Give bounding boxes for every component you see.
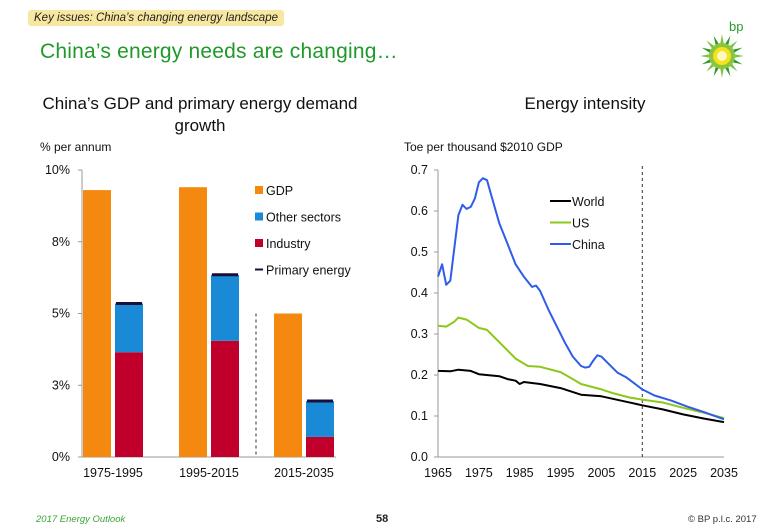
legend-label: Industry	[266, 237, 311, 251]
logo-ray	[732, 54, 744, 58]
line-us	[437, 316, 725, 420]
y-tick-label: 0.6	[411, 204, 428, 218]
y-tick-label: 0.7	[411, 163, 428, 177]
line-world	[437, 368, 725, 424]
x-tick-label: 1975-1995	[83, 466, 143, 480]
bar-chart: 0% 3% 5% 8% 10% 1975-1995 1995-2015 2015-2035 GD…	[45, 163, 352, 480]
legend-label: Primary energy	[266, 264, 351, 278]
y-tick-label: 0%	[52, 450, 70, 464]
legend-label: US	[572, 217, 589, 231]
page-title: China’s energy needs are changing…	[40, 40, 398, 63]
x-tick-label: 2005	[588, 466, 616, 480]
copyright: © BP p.l.c. 2017	[688, 514, 757, 525]
y-tick-label: 0.2	[411, 368, 428, 382]
bar-gdp	[274, 313, 302, 457]
bar-other-sectors	[211, 274, 239, 341]
line-chart: 0.0 0.1 0.2 0.3 0.4 0.5 0.6 0.7 1965 1975 1985 1995…	[411, 163, 738, 480]
svg-text:bp: bp	[729, 19, 743, 34]
x-tick-label: 1995-2015	[179, 466, 239, 480]
x-tick-label: 1975	[465, 466, 493, 480]
y-tick-label: 8%	[52, 235, 70, 249]
x-tick-label: 2035	[710, 466, 738, 480]
line-chart-ylabel: Toe per thousand $2010 GDP	[404, 140, 563, 154]
x-tick-label: 1965	[424, 466, 452, 480]
bar-other-sectors	[115, 303, 143, 353]
footer-publication: 2017 Energy Outlook	[36, 514, 126, 525]
y-tick-label: 10%	[45, 163, 70, 177]
bar-gdp	[83, 190, 111, 457]
y-tick-label: 0.3	[411, 327, 428, 341]
y-tick-label: 3%	[52, 378, 70, 392]
logo-ray	[700, 54, 712, 58]
legend-swatch	[255, 239, 263, 247]
y-tick-label: 0.1	[411, 409, 428, 423]
line-chart-title: Energy intensity	[524, 94, 646, 113]
legend-label: GDP	[266, 184, 293, 198]
section-tag: Key issues: China’s changing energy land…	[28, 10, 284, 26]
bar-industry	[211, 340, 239, 457]
bp-logo: bp	[692, 18, 752, 78]
x-tick-label: 2015-2035	[274, 466, 334, 480]
y-tick-label: 0.0	[411, 450, 428, 464]
line-china	[437, 177, 725, 421]
logo-ray	[720, 34, 724, 46]
page-number: 58	[376, 513, 389, 525]
y-tick-label: 5%	[52, 307, 70, 321]
x-tick-label: 1995	[547, 466, 575, 480]
x-tick-label: 1985	[506, 466, 534, 480]
bar-industry	[306, 436, 334, 457]
bar-chart-title: China’s GDP and primary energy demand gr…	[42, 94, 358, 135]
bar-industry	[115, 352, 143, 457]
x-tick-label: 2025	[669, 466, 697, 480]
legend-swatch	[255, 186, 263, 194]
y-tick-label: 0.5	[411, 245, 428, 259]
legend-label: Other sectors	[266, 211, 341, 225]
logo-ray	[720, 66, 724, 78]
legend-label: World	[572, 195, 604, 209]
y-tick-label: 0.4	[411, 286, 428, 300]
bar-gdp	[179, 187, 207, 457]
legend-swatch	[255, 212, 263, 221]
x-tick-label: 2015	[628, 466, 656, 480]
legend-label: China	[572, 238, 605, 252]
bar-chart-ylabel: % per annum	[40, 140, 112, 154]
bar-other-sectors	[306, 401, 334, 437]
